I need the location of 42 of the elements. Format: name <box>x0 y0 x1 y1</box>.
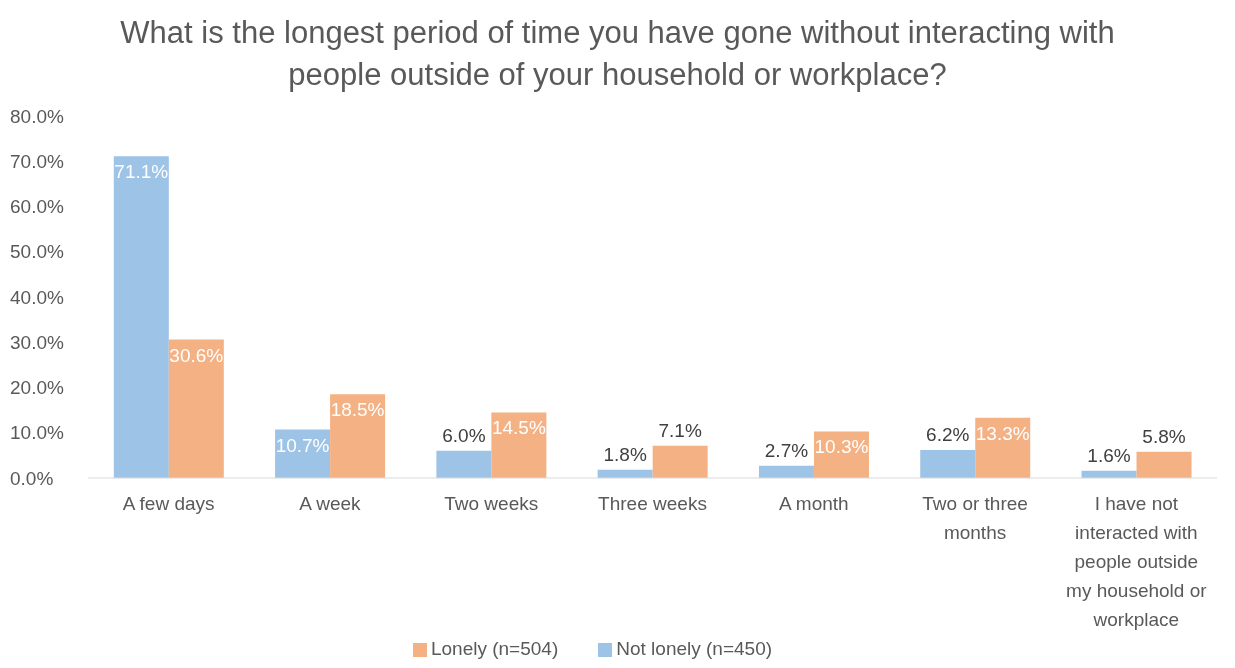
x-tick-label: Two weeks <box>444 493 539 514</box>
data-label: 1.8% <box>603 443 647 465</box>
data-label: 2.7% <box>764 439 809 461</box>
data-label: 10.7% <box>275 434 330 456</box>
bar <box>1136 451 1192 478</box>
legend-label: Lonely (n=504) <box>430 638 559 659</box>
bar <box>758 465 814 478</box>
y-tick-label: 30.0% <box>10 331 64 353</box>
data-label: 6.0% <box>442 424 486 446</box>
x-tick-label: I have not interacted with people outside my household or workplace <box>1066 493 1208 630</box>
bar <box>491 412 547 478</box>
bar <box>652 445 708 478</box>
data-label: 5.8% <box>1142 425 1186 447</box>
y-tick-label: 0.0% <box>10 467 54 489</box>
data-label: 13.3% <box>975 422 1030 444</box>
x-tick-label: Three weeks <box>598 493 707 514</box>
y-tick-label: 70.0% <box>10 150 64 172</box>
data-label: 7.1% <box>658 419 702 441</box>
data-label: 6.2% <box>926 423 970 445</box>
bar <box>920 449 976 478</box>
y-tick-label: 50.0% <box>10 241 64 263</box>
x-tick-label: Two or three months <box>922 493 1028 543</box>
data-label: 14.5% <box>491 417 546 439</box>
x-tick-label: A month <box>778 493 849 514</box>
y-tick-label: 10.0% <box>10 422 64 444</box>
bar <box>330 394 386 478</box>
chart-title: What is the longest period of time you have gone without interacting with people outside of your household or workplace? <box>119 14 1116 94</box>
bar <box>113 156 169 478</box>
y-tick-label: 80.0% <box>10 105 64 127</box>
data-label: 10.3% <box>814 436 869 458</box>
y-tick-label: 60.0% <box>10 196 64 218</box>
x-tick-label: A few days <box>122 493 215 514</box>
bar <box>168 339 224 478</box>
legend-label: Not lonely (n=450) <box>616 638 773 659</box>
y-tick-label: 40.0% <box>10 286 64 308</box>
x-tick-label: A week <box>299 493 362 514</box>
y-tick-label: 20.0% <box>10 377 64 399</box>
data-label: 1.6% <box>1087 444 1131 466</box>
data-label: 30.6% <box>169 344 224 366</box>
data-label: 71.1% <box>114 161 169 183</box>
bar <box>436 450 492 478</box>
data-label: 18.5% <box>330 399 385 421</box>
